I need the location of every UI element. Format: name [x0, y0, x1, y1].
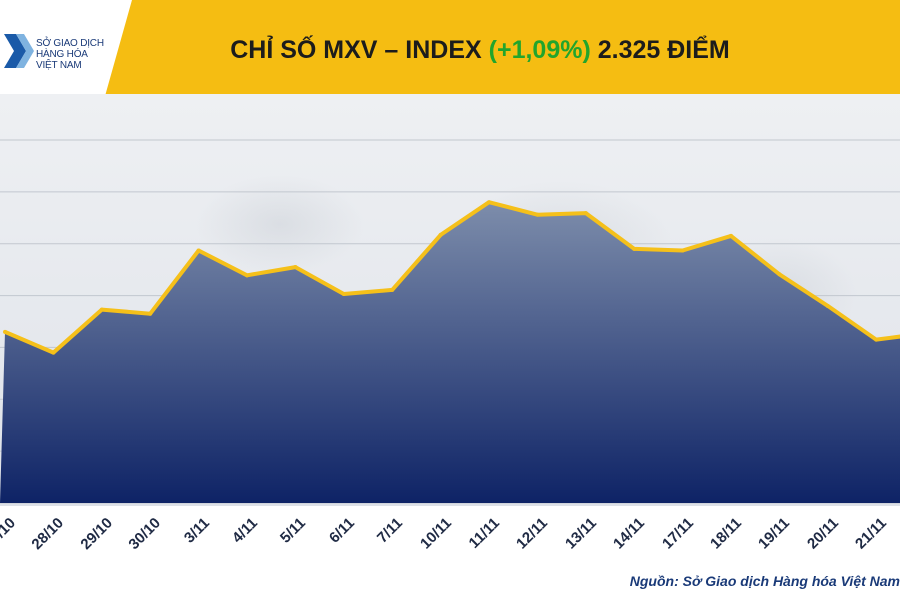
- data-point-17-11: [680, 248, 685, 253]
- chart-title: CHỈ SỐ MXV – INDEX (+1,09%) 2.325 ĐIỂM: [130, 36, 830, 65]
- data-point-13-11: [583, 211, 588, 216]
- data-point-4-11: [245, 273, 249, 278]
- data-point-11-11: [487, 200, 491, 205]
- source-note: Nguồn: Sở Giao dịch Hàng hóa Việt Nam: [629, 573, 900, 589]
- data-point-30-10: [148, 311, 153, 316]
- logo-text: SỞ GIAO DỊCH HÀNG HÓA VIỆT NAM: [36, 38, 126, 71]
- data-point-7-11: [390, 287, 395, 292]
- mxv-logo-icon: [4, 34, 34, 68]
- logo-line-3: VIỆT NAM: [36, 60, 82, 71]
- title-prefix: CHỈ SỐ MXV – INDEX: [230, 36, 482, 64]
- data-point-18-11: [729, 233, 733, 238]
- data-point-19-11: [777, 272, 782, 277]
- data-point-3-11: [196, 248, 201, 253]
- title-value: 2.325 ĐIỂM: [597, 36, 730, 64]
- data-point-29-10: [99, 307, 104, 312]
- data-point-12-11: [535, 212, 540, 217]
- data-point-28-10: [51, 350, 56, 355]
- logo-line-1: SỞ GIAO DỊCH: [36, 38, 104, 49]
- data-point-21-11: [874, 337, 879, 342]
- data-point-27-10: [3, 329, 7, 334]
- chart-header: SỞ GIAO DỊCH HÀNG HÓA VIỆT NAM CHỈ SỐ MX…: [0, 0, 900, 94]
- title-change: (+1,09%): [488, 36, 591, 64]
- logo-line-2: HÀNG HÓA: [36, 49, 88, 60]
- area-fill: [0, 202, 900, 503]
- data-point-6-11: [341, 292, 346, 297]
- data-point-20-11: [825, 303, 830, 308]
- data-point-10-11: [438, 232, 443, 237]
- data-point-5-11: [293, 265, 298, 270]
- data-point-14-11: [632, 246, 637, 251]
